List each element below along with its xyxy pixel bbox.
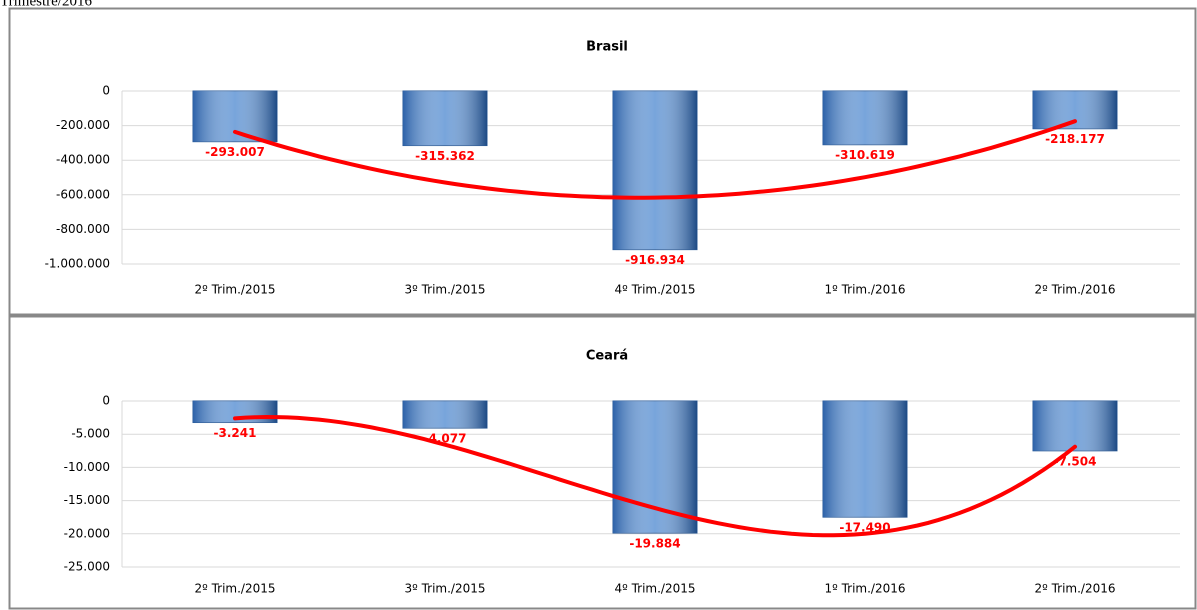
- y-tick-label: -600.000: [56, 187, 110, 201]
- value-label: -218.177: [1045, 132, 1105, 146]
- trendline: [233, 414, 1077, 538]
- bar-shade: [403, 91, 487, 146]
- x-tick-label: 3º Trim./2015: [404, 283, 485, 297]
- value-label: -310.619: [835, 148, 895, 162]
- bar-shade: [613, 91, 697, 250]
- y-tick-label: -800.000: [56, 222, 110, 236]
- value-label: -7.504: [1054, 454, 1097, 468]
- trendline: [233, 119, 1077, 200]
- chart: Brasil 0 -200.000 -400.000 -600.000 -800.000 -…: [8, 7, 1197, 316]
- x-tick-label: 2º Trim./2015: [194, 582, 275, 596]
- x-tick-label: 2º Trim./2015: [194, 283, 275, 297]
- x-tick-label: 1º Trim./2016: [824, 582, 905, 596]
- y-tick-label: 0: [102, 394, 110, 408]
- chart-frame: [8, 315, 1197, 610]
- chart-frame: [8, 7, 1197, 316]
- bar-shade: [613, 401, 697, 534]
- x-tick-label: 4º Trim./2015: [614, 582, 695, 596]
- bar-shade: [403, 401, 487, 429]
- y-tick-label: -10.000: [64, 460, 110, 474]
- value-label: -916.934: [625, 253, 685, 267]
- value-label: -3.241: [214, 426, 257, 440]
- chart-title: Ceará: [586, 349, 628, 364]
- chart: Ceará 0 -5.000 -10.000 -15.000 -20.000 -25.000…: [8, 315, 1197, 610]
- y-tick-label: -1.000.000: [45, 257, 110, 271]
- chart-title: Brasil: [586, 40, 628, 55]
- y-tick-label: -400.000: [56, 153, 110, 167]
- y-tick-label: -20.000: [64, 526, 110, 540]
- y-tick-label: -5.000: [71, 427, 110, 441]
- bar-shade: [193, 91, 277, 142]
- y-tick-label: -25.000: [64, 560, 110, 574]
- x-tick-label: 2º Trim./2016: [1034, 283, 1115, 297]
- x-tick-label: 2º Trim./2016: [1034, 582, 1115, 596]
- y-tick-label: 0: [102, 84, 110, 98]
- value-label: -19.884: [629, 537, 680, 551]
- header-text: Trimestre/2016: [0, 0, 92, 9]
- x-tick-label: 3º Trim./2015: [404, 582, 485, 596]
- y-tick-label: -15.000: [64, 493, 110, 507]
- x-tick-label: 4º Trim./2015: [614, 283, 695, 297]
- value-label: -293.007: [205, 145, 265, 159]
- bar-shade: [1033, 401, 1117, 451]
- x-tick-label: 1º Trim./2016: [824, 283, 905, 297]
- bar-shade: [823, 401, 907, 518]
- bar-shade: [823, 91, 907, 145]
- y-tick-label: -200.000: [56, 118, 110, 132]
- value-label: -315.362: [415, 149, 475, 163]
